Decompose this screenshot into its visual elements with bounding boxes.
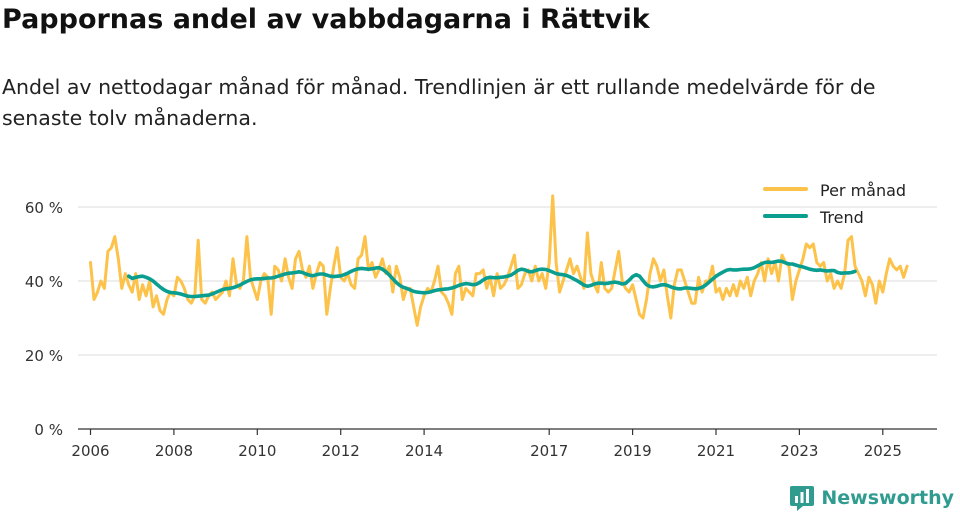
x-tick-label: 2017: [530, 442, 568, 460]
brand: Newsworthy: [789, 484, 954, 512]
x-tick-label: 2012: [322, 442, 360, 460]
series-lines: [89, 194, 909, 327]
legend-label-per-manad: Per månad: [820, 181, 906, 200]
x-tick-label: 2008: [155, 442, 193, 460]
y-tick-label: 0 %: [34, 421, 63, 439]
axes: 0 % 20 % 40 % 60 % 2006 2008 2010 2012 2014 2017 2…: [25, 199, 937, 460]
legend: Per månad Trend: [763, 181, 906, 227]
x-tick-label: 2006: [71, 442, 109, 460]
brand-name: Newsworthy: [821, 487, 954, 509]
y-tick-label: 40 %: [25, 273, 63, 291]
y-tick-label: 20 %: [25, 347, 63, 365]
x-tick-label: 2019: [614, 442, 652, 460]
legend-label-trend: Trend: [819, 208, 864, 227]
series-line-trend: [126, 259, 857, 299]
series-line-per-manad: [89, 194, 909, 327]
x-tick-label: 2010: [238, 442, 276, 460]
chart-title: Pappornas andel av vabbdagarna i Rättvik: [2, 4, 650, 35]
x-tick-label: 2021: [697, 442, 735, 460]
line-chart: 0 % 20 % 40 % 60 % 2006 2008 2010 2012 2014 2017 2…: [25, 181, 937, 460]
chart-subtitle: Andel av nettodagar månad för månad. Tre…: [2, 75, 876, 130]
newsworthy-logo-icon: [790, 486, 815, 511]
x-tick-label: 2025: [864, 442, 902, 460]
gridlines: [78, 206, 937, 356]
x-tick-label: 2014: [405, 442, 443, 460]
y-tick-label: 60 %: [25, 199, 63, 217]
x-tick-label: 2023: [780, 442, 818, 460]
